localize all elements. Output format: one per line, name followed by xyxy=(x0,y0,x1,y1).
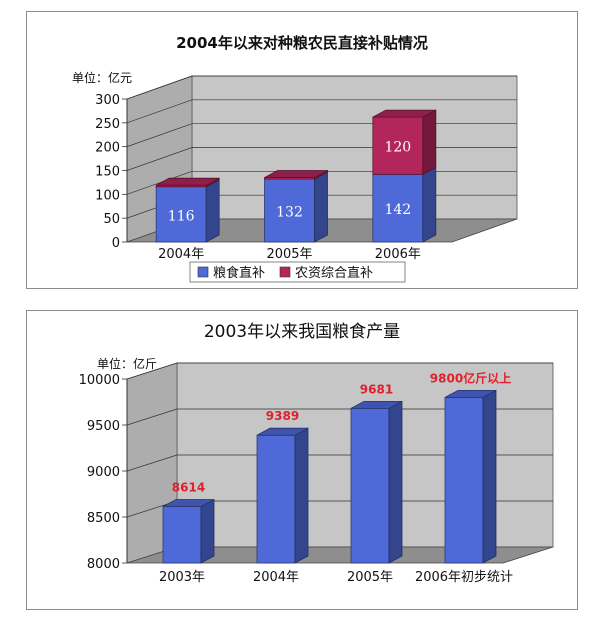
x-tick-label: 2006年 xyxy=(375,247,421,262)
bar-2-1-front xyxy=(372,116,424,175)
bar-1-0-side xyxy=(314,171,328,243)
legend-swatch xyxy=(279,266,291,278)
gridline xyxy=(126,75,517,100)
x-tick-label: 2003年 xyxy=(159,570,205,585)
subsidy-chart-panel: 2004年以来对种粮农民直接补贴情况单位：亿元 0 50 100 150 200 250 30… xyxy=(26,11,578,289)
bar-1-top xyxy=(256,427,309,436)
x-tick-label: 2005年 xyxy=(347,570,393,585)
chart-title: 2004年以来对种粮农民直接补贴情况 xyxy=(176,34,428,52)
bar-0-side xyxy=(200,498,215,564)
data-label: 120 xyxy=(384,140,411,156)
bar-1-1-top xyxy=(264,170,328,178)
bar-2-0-side xyxy=(422,166,437,243)
bar-0-1-top xyxy=(155,177,220,186)
legend-label: 农资综合直补 xyxy=(295,266,373,281)
legend-label: 粮食直补 xyxy=(213,265,265,281)
legend-swatch xyxy=(197,266,209,278)
bar-0-0-side xyxy=(205,179,220,243)
gridline xyxy=(126,454,553,472)
x-tick-label: 2005年 xyxy=(266,247,312,262)
bar-0-front xyxy=(162,506,202,564)
bar-3-top xyxy=(444,390,497,398)
bar-3-front xyxy=(444,397,484,564)
x-tick-label: 2006年初步统计 xyxy=(415,570,513,585)
bar-2-1-side xyxy=(422,109,437,175)
data-label: 132 xyxy=(276,205,303,221)
bar-0-top xyxy=(162,499,215,507)
data-label: 8614 xyxy=(172,481,205,495)
bar-2-front xyxy=(350,407,390,564)
gridline xyxy=(126,99,517,124)
data-label: 142 xyxy=(384,202,411,218)
bar-2-top xyxy=(350,400,403,409)
legend xyxy=(189,261,406,283)
y-tick-label: 9000 xyxy=(87,465,120,480)
y-tick-label: 200 xyxy=(95,141,120,156)
unit-label: 单位：亿元 xyxy=(72,70,132,85)
y-tick-label: 10000 xyxy=(79,373,120,388)
x-tick-label: 2004年 xyxy=(253,570,299,585)
unit-label: 单位：亿斤 xyxy=(97,356,157,371)
bar-0-0-front xyxy=(155,186,207,243)
bar-2-1-top xyxy=(372,109,437,118)
y-tick-label: 50 xyxy=(103,212,120,227)
y-tick-label: 250 xyxy=(95,117,120,132)
x-tick-label: 2004年 xyxy=(158,247,204,262)
bar-1-side xyxy=(294,427,309,564)
bar-1-front xyxy=(256,434,296,564)
chart-title: 2003年以来我国粮食产量 xyxy=(204,322,400,342)
gridline xyxy=(126,362,553,380)
bar-2-side xyxy=(388,400,403,564)
y-tick-label: 100 xyxy=(95,188,120,203)
y-tick-label: 300 xyxy=(95,93,120,108)
y-tick-label: 8000 xyxy=(87,557,120,572)
gridline xyxy=(126,408,553,426)
y-tick-label: 0 xyxy=(112,236,120,251)
data-label: 9681 xyxy=(360,382,393,396)
y-tick-label: 8500 xyxy=(87,511,120,526)
data-label: 9389 xyxy=(266,409,299,423)
bar-2-0-front xyxy=(372,173,424,243)
y-tick-label: 9500 xyxy=(87,419,120,434)
bar-3-side xyxy=(482,389,497,564)
data-label: 116 xyxy=(168,208,195,224)
y-tick-label: 150 xyxy=(95,165,120,180)
data-label: 9800亿斤以上 xyxy=(430,370,511,385)
grain-output-chart-panel: 2003年以来我国粮食产量单位：亿斤 8000 8500 9000 9500 10000 2… xyxy=(26,310,578,610)
